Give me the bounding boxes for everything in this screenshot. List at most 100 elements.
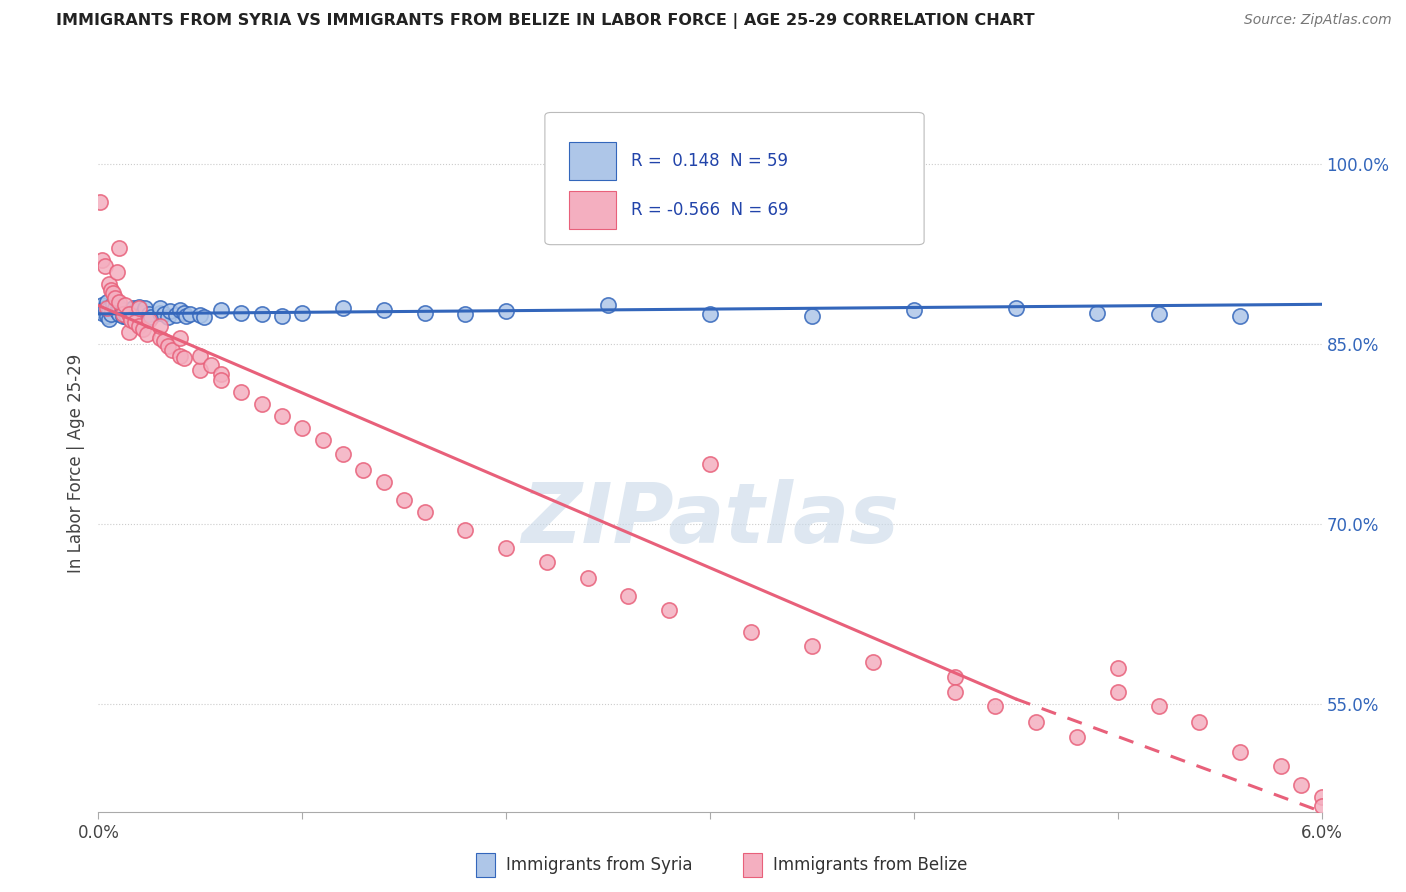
Point xyxy=(699,457,721,471)
Point xyxy=(128,300,150,314)
Point xyxy=(454,307,477,321)
Point xyxy=(291,306,314,320)
Point xyxy=(188,363,212,377)
Point xyxy=(311,433,335,447)
Point xyxy=(93,301,115,315)
Point xyxy=(141,310,163,325)
Point xyxy=(134,301,156,315)
Point xyxy=(91,298,114,312)
Point xyxy=(128,308,150,322)
Point xyxy=(1289,778,1312,792)
Point xyxy=(270,409,292,423)
Point xyxy=(160,343,183,357)
Point xyxy=(91,306,114,320)
Point xyxy=(156,310,179,325)
FancyBboxPatch shape xyxy=(546,112,924,244)
Point xyxy=(114,298,136,312)
Point xyxy=(138,313,160,327)
Point xyxy=(108,294,131,309)
Point xyxy=(97,302,120,317)
Point xyxy=(111,310,134,324)
Text: Source: ZipAtlas.com: Source: ZipAtlas.com xyxy=(1244,13,1392,28)
Point xyxy=(801,310,824,324)
Point xyxy=(173,351,195,366)
Point xyxy=(188,308,212,322)
Point xyxy=(174,310,197,324)
Point xyxy=(118,325,141,339)
Point xyxy=(209,303,232,318)
Point xyxy=(114,306,136,320)
Point xyxy=(1147,307,1170,321)
Point xyxy=(169,303,191,318)
Point xyxy=(93,259,115,273)
Point xyxy=(1310,790,1333,805)
Point xyxy=(1107,661,1129,675)
Point xyxy=(96,294,118,309)
Point xyxy=(96,301,118,315)
Point xyxy=(1270,759,1292,773)
Point xyxy=(122,301,145,315)
Point xyxy=(89,195,111,210)
Point xyxy=(115,310,138,325)
Point xyxy=(576,571,599,585)
Point xyxy=(1229,310,1251,324)
Point xyxy=(101,297,124,311)
Point xyxy=(1188,714,1211,729)
Point xyxy=(332,447,354,461)
Point xyxy=(91,252,114,267)
Point xyxy=(352,463,374,477)
Point xyxy=(169,349,191,363)
Point xyxy=(101,286,124,301)
Point xyxy=(149,301,172,315)
Point xyxy=(1147,699,1170,714)
Point xyxy=(136,327,159,342)
Point xyxy=(149,318,172,333)
Text: Immigrants from Syria: Immigrants from Syria xyxy=(506,856,693,874)
Point xyxy=(200,359,222,373)
Point xyxy=(495,541,517,555)
Point xyxy=(270,310,292,324)
Point xyxy=(332,301,354,315)
Point xyxy=(291,421,314,435)
Point xyxy=(1004,301,1026,315)
Point xyxy=(97,277,120,291)
Point xyxy=(111,307,134,321)
Point xyxy=(862,655,884,669)
Point xyxy=(209,367,232,381)
Text: IMMIGRANTS FROM SYRIA VS IMMIGRANTS FROM BELIZE IN LABOR FORCE | AGE 25-29 CORRE: IMMIGRANTS FROM SYRIA VS IMMIGRANTS FROM… xyxy=(56,13,1035,29)
Point xyxy=(118,307,141,321)
Point xyxy=(173,306,195,320)
Point xyxy=(105,304,128,318)
Point xyxy=(250,307,273,321)
Point xyxy=(149,306,172,320)
Point xyxy=(179,307,201,321)
Text: Immigrants from Belize: Immigrants from Belize xyxy=(773,856,967,874)
Point xyxy=(617,589,640,603)
Point xyxy=(209,373,232,387)
Point xyxy=(373,303,395,318)
Point xyxy=(943,685,966,699)
Bar xyxy=(569,142,616,180)
Point xyxy=(1066,731,1088,745)
Point xyxy=(193,310,215,325)
Point xyxy=(100,307,122,321)
Point xyxy=(1229,745,1251,759)
Point xyxy=(128,301,150,315)
Point xyxy=(120,303,142,318)
Point xyxy=(413,505,436,519)
Point xyxy=(89,303,111,318)
Point xyxy=(100,283,122,297)
Text: R = -0.566  N = 69: R = -0.566 N = 69 xyxy=(630,201,787,219)
Point xyxy=(658,603,681,617)
Point xyxy=(903,303,925,318)
Point xyxy=(97,311,120,326)
Point xyxy=(124,304,146,318)
Point xyxy=(138,307,160,321)
Text: ZIPatlas: ZIPatlas xyxy=(522,479,898,560)
Point xyxy=(231,306,253,320)
Point xyxy=(120,313,142,327)
Bar xyxy=(569,191,616,229)
Point xyxy=(454,523,477,537)
Point xyxy=(132,306,155,320)
Point xyxy=(801,639,824,653)
